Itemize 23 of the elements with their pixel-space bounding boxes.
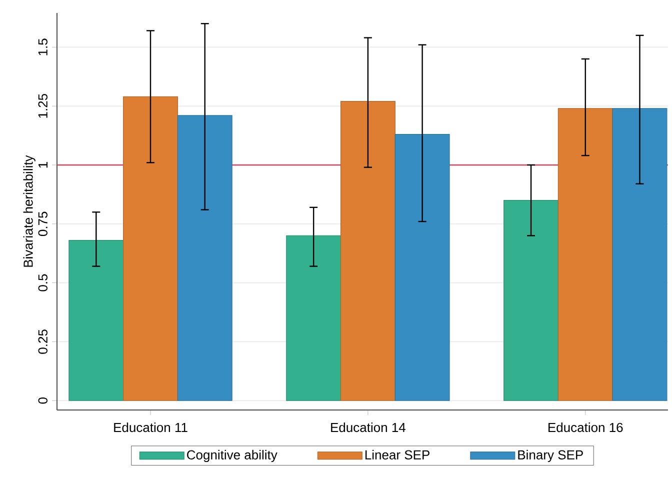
x-tick-label: Education 11 <box>114 422 188 432</box>
y-axis-title: Bivariate heritability <box>23 155 36 267</box>
y-tick-label: 1 <box>38 162 48 168</box>
legend-label: Binary SEP <box>518 450 583 462</box>
x-tick-label: Education 14 <box>331 422 406 432</box>
y-tick-label: 0.75 <box>38 212 48 236</box>
bar <box>612 108 668 401</box>
legend-label: Linear SEP <box>365 450 430 460</box>
x-tick-label: Education 16 <box>548 422 623 432</box>
y-tick-label: 0.25 <box>38 330 48 354</box>
bar <box>123 96 178 401</box>
bar <box>286 235 342 401</box>
bar <box>394 134 450 401</box>
bar <box>68 240 124 401</box>
y-tick-label: 1.25 <box>38 94 48 118</box>
y-tick-label: 0 <box>38 397 48 404</box>
bar <box>177 115 232 401</box>
legend-label: Cognitive ability <box>187 450 278 462</box>
bar <box>558 108 613 401</box>
y-tick-label: 0.5 <box>38 274 48 292</box>
y-tick-label: 1.5 <box>38 38 48 56</box>
bar <box>340 101 396 401</box>
bar <box>504 200 558 401</box>
